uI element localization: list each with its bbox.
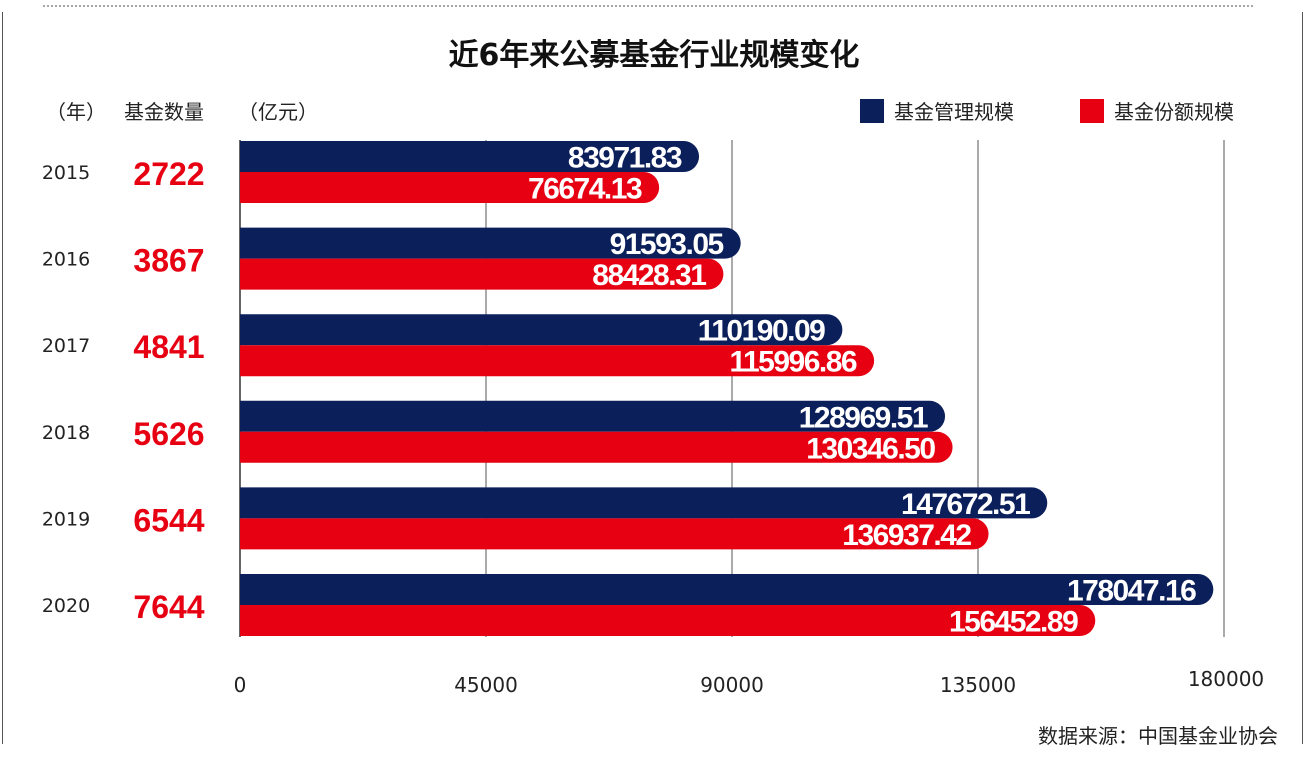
data-source: 数据来源：中国基金业协会 xyxy=(1038,724,1278,748)
top-dotted-border xyxy=(42,4,1254,8)
management-bar-2017 xyxy=(240,314,843,346)
management-bar-2016 xyxy=(240,227,741,259)
year-label-2017: 2017 xyxy=(42,335,90,357)
management-bar-2015 xyxy=(240,141,700,172)
share-bar-2018 xyxy=(240,431,953,463)
share-value-label-2017: 115996.86 xyxy=(729,346,856,379)
management-value-label-2015: 83971.83 xyxy=(568,142,682,175)
management-value-label-2017: 110190.09 xyxy=(698,315,825,348)
legend-item-share: 基金份额规模 xyxy=(1080,96,1234,125)
fund-count-2018: 5626 xyxy=(133,416,204,452)
fund-count-2015: 2722 xyxy=(133,156,204,192)
x-tick-label-0: 0 xyxy=(234,673,247,697)
x-tick-label-45000: 45000 xyxy=(454,673,518,697)
fund-count-2016: 3867 xyxy=(133,243,204,279)
year-label-2015: 2015 xyxy=(42,162,90,184)
chart-title: 近6年来公募基金行业规模变化 xyxy=(448,38,860,73)
share-value-label-2019: 136937.42 xyxy=(842,519,971,552)
share-bar-2020 xyxy=(240,605,1096,636)
share-bar-2015 xyxy=(240,172,660,203)
right-frame-line xyxy=(1302,12,1303,744)
share-bar-2019 xyxy=(240,518,989,550)
legend-swatch-management xyxy=(860,98,884,123)
x-tick-label-90000: 90000 xyxy=(700,673,764,697)
management-value-label-2018: 128969.51 xyxy=(799,401,928,434)
management-value-label-2016: 91593.05 xyxy=(610,228,724,261)
management-value-label-2020: 178047.16 xyxy=(1067,575,1196,608)
management-value-label-2019: 147672.51 xyxy=(901,488,1030,521)
share-value-label-2020: 156452.89 xyxy=(949,606,1078,639)
year-label-2019: 2019 xyxy=(42,508,90,530)
x-tick-label-180000: 180000 xyxy=(1188,667,1264,691)
legend-item-management: 基金管理规模 xyxy=(860,96,1014,125)
fund-count-column-header: 基金数量 xyxy=(124,100,204,124)
share-bar-2016 xyxy=(240,258,724,290)
fund-count-2019: 6544 xyxy=(133,502,204,538)
year-label-2018: 2018 xyxy=(42,422,90,444)
left-frame-line xyxy=(2,12,3,744)
x-tick-label-135000: 135000 xyxy=(940,673,1016,697)
share-value-label-2018: 130346.50 xyxy=(806,432,935,465)
year-label-2016: 2016 xyxy=(42,249,90,271)
fund-count-2020: 7644 xyxy=(133,589,204,625)
legend-label-share: 基金份额规模 xyxy=(1114,100,1234,124)
legend-label-management: 基金管理规模 xyxy=(894,100,1014,124)
share-value-label-2016: 88428.31 xyxy=(592,259,706,292)
management-bar-2020 xyxy=(240,574,1214,605)
legend-swatch-share xyxy=(1080,98,1104,123)
share-value-label-2015: 76674.13 xyxy=(528,173,642,206)
management-bar-2019 xyxy=(240,487,1048,519)
management-bar-2018 xyxy=(240,400,946,432)
fund-count-2017: 4841 xyxy=(133,329,204,365)
share-bar-2017 xyxy=(240,345,875,377)
unit-header: （亿元） xyxy=(238,100,318,124)
year-label-2020: 2020 xyxy=(42,595,90,617)
year-column-header: （年） xyxy=(46,100,106,124)
